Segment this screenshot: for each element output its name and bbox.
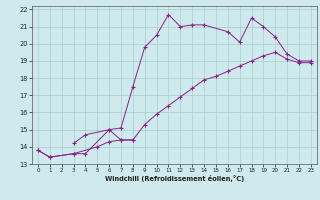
X-axis label: Windchill (Refroidissement éolien,°C): Windchill (Refroidissement éolien,°C) xyxy=(105,175,244,182)
